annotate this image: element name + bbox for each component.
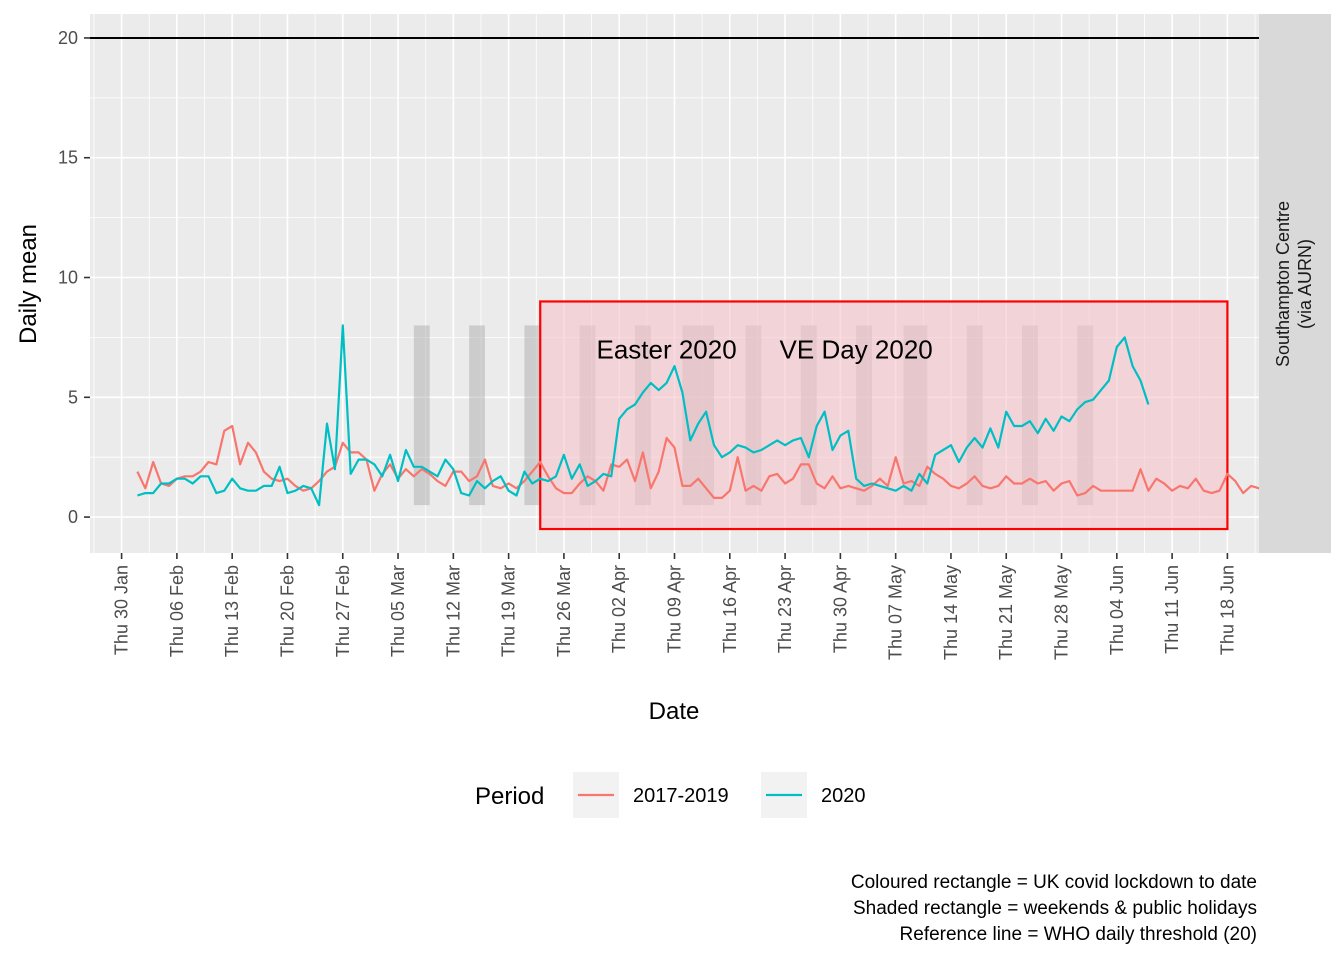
x-axis: Thu 30 Jan Thu 06 Feb Thu 13 Feb Thu 20 Feb…: [112, 553, 1237, 660]
series-lines: [136, 324, 1291, 507]
series-line-2017-2019: [136, 424, 1291, 499]
x-tick-label: Thu 23 Apr: [775, 565, 795, 653]
y-tick-label: 15: [58, 148, 78, 168]
annotation-label: Easter 2020: [596, 334, 736, 364]
caption: Coloured rectangle = UK covid lockdown t…: [851, 872, 1257, 945]
annotation-label: VE Day 2020: [780, 334, 933, 364]
x-tick-label: Thu 27 Feb: [333, 565, 353, 657]
y-tick-label: 0: [68, 507, 78, 527]
y-tick-label: 5: [68, 387, 78, 407]
x-tick-label: Thu 30 Jan: [112, 565, 132, 655]
legend-label-2020: 2020: [821, 785, 866, 807]
legend: Period 2017-2019 2020: [475, 772, 866, 818]
series-line-2020: [137, 324, 1150, 507]
x-tick-label: Thu 14 May: [941, 565, 961, 660]
x-tick-label: Thu 05 Mar: [388, 565, 408, 657]
caption-line-3: Reference line = WHO daily threshold (20…: [900, 924, 1257, 945]
facet-strip: [1259, 14, 1331, 553]
x-tick-label: Thu 20 Feb: [277, 565, 297, 657]
shaded-rect: [469, 325, 485, 506]
caption-line-1: Coloured rectangle = UK covid lockdown t…: [851, 872, 1257, 893]
legend-label-2017-2019: 2017-2019: [633, 785, 729, 807]
x-tick-label: Thu 19 Mar: [499, 565, 519, 657]
annotations: Easter 2020 VE Day 2020: [596, 334, 932, 364]
x-tick-label: Thu 04 Jun: [1107, 565, 1127, 655]
caption-line-2: Shaded rectangle = weekends & public hol…: [853, 898, 1257, 919]
y-axis: 0 5 10 15 20: [58, 28, 90, 527]
x-tick-label: Thu 16 Apr: [720, 565, 740, 653]
x-tick-label: Thu 18 Jun: [1217, 565, 1237, 655]
x-tick-label: Thu 21 May: [996, 565, 1016, 660]
shaded-rect: [413, 325, 430, 506]
y-tick-label: 10: [58, 268, 78, 288]
x-tick-label: Thu 28 May: [1052, 565, 1072, 660]
x-tick-label: Thu 06 Feb: [167, 565, 187, 657]
x-tick-label: Thu 11 Jun: [1162, 565, 1182, 654]
x-tick-label: Thu 09 Apr: [665, 565, 685, 653]
x-tick-label: Thu 26 Mar: [554, 565, 574, 657]
x-tick-label: Thu 13 Feb: [222, 565, 242, 657]
legend-title: Period: [475, 783, 544, 810]
x-tick-label: Thu 12 Mar: [443, 565, 463, 657]
shaded-rect: [524, 325, 541, 506]
x-axis-title: Date: [649, 698, 700, 725]
facet-strip-label-line2: (via AURN): [1295, 239, 1315, 329]
facet-strip-label-line1: Southampton Centre: [1273, 201, 1293, 367]
x-tick-label: Thu 02 Apr: [609, 565, 629, 653]
x-tick-label: Thu 30 Apr: [830, 565, 850, 653]
y-tick-label: 20: [58, 28, 78, 48]
x-tick-label: Thu 07 May: [886, 565, 906, 660]
y-axis-title: Daily mean: [15, 224, 42, 344]
